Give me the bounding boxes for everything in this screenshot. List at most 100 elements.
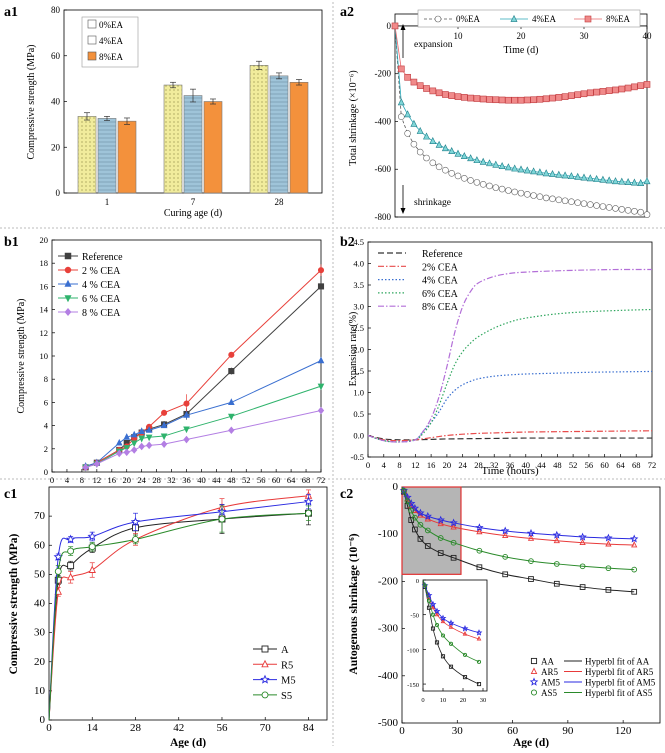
y-tick-label: -50 bbox=[410, 613, 419, 620]
x-tick-label: 24 bbox=[458, 460, 467, 470]
inset-point bbox=[476, 635, 482, 641]
legend-marker bbox=[64, 266, 72, 274]
data-point bbox=[429, 136, 437, 144]
data-point bbox=[631, 588, 638, 595]
data-point bbox=[423, 154, 430, 162]
data-point bbox=[450, 554, 457, 561]
data-point bbox=[442, 166, 449, 174]
x-tick-label: 20 bbox=[460, 697, 467, 704]
data-point bbox=[116, 449, 123, 458]
y-tick-label: 20 bbox=[34, 656, 46, 668]
data-point bbox=[492, 160, 500, 168]
legend: A R5 M5 S5 bbox=[253, 645, 296, 702]
bar bbox=[249, 65, 269, 194]
x-tick-label: 44 bbox=[537, 460, 546, 470]
data-point bbox=[605, 587, 612, 593]
bar bbox=[97, 118, 117, 194]
data-point bbox=[160, 433, 168, 441]
y-tick-label: 4.0 bbox=[353, 259, 364, 269]
data-point bbox=[505, 187, 512, 194]
data-point bbox=[67, 547, 75, 555]
data-point bbox=[410, 119, 418, 127]
data-point bbox=[574, 172, 582, 180]
y-axis-label: Compressive strength (MPa) bbox=[16, 299, 27, 414]
data-point bbox=[130, 430, 138, 438]
inset-point bbox=[434, 640, 440, 645]
series-4%EA bbox=[391, 21, 651, 186]
series-8%EA bbox=[391, 22, 651, 104]
data-point bbox=[605, 176, 613, 184]
data-point bbox=[502, 554, 509, 560]
y-tick-label: 50 bbox=[34, 568, 46, 580]
inset-point bbox=[448, 624, 454, 629]
data-point bbox=[66, 572, 75, 581]
x-tick-label: 1 bbox=[105, 197, 110, 207]
data-point bbox=[624, 84, 632, 92]
y-axis-label: Compressive strength (MPa) bbox=[26, 45, 37, 160]
y-tick-label: -500 bbox=[378, 717, 399, 729]
x-tick-label: 64 bbox=[616, 460, 625, 470]
y-tick-label: 3.0 bbox=[353, 302, 364, 312]
inset-point bbox=[461, 624, 469, 632]
y-tick-label: 14 bbox=[40, 305, 49, 315]
y-axis-label: Autogenous shrinkage (10⁻⁶) bbox=[348, 533, 360, 674]
y-tick-label: 40 bbox=[34, 598, 46, 610]
data-point bbox=[637, 208, 645, 216]
inset-point bbox=[426, 598, 432, 603]
legend: Reference 2% CEA 4% CEA 6% CEA 8% CEA bbox=[378, 249, 463, 313]
data-point bbox=[435, 163, 443, 171]
data-point bbox=[416, 82, 424, 89]
data-point bbox=[54, 568, 62, 575]
data-point bbox=[498, 162, 506, 170]
x-tick-label: 90 bbox=[562, 725, 574, 737]
legend-label: R5 bbox=[281, 660, 293, 671]
data-point bbox=[467, 94, 474, 102]
data-point bbox=[460, 175, 468, 182]
panel-label: c1 bbox=[4, 487, 17, 502]
data-point bbox=[579, 584, 586, 590]
legend-label: 0%EA bbox=[99, 20, 123, 30]
y-tick-label: 4.5 bbox=[353, 237, 364, 247]
data-point bbox=[65, 534, 76, 544]
x-tick-label: 68 bbox=[632, 460, 641, 470]
x-tick-label: 30 bbox=[452, 725, 464, 737]
x-tick-label: 0 bbox=[50, 475, 54, 485]
data-point bbox=[567, 172, 575, 180]
legend-marker bbox=[510, 14, 518, 22]
inset-point bbox=[430, 626, 436, 631]
y-tick-label: 4 bbox=[44, 421, 49, 431]
data-point bbox=[475, 523, 484, 532]
y-tick-label: 12 bbox=[40, 328, 49, 338]
annotations: expansion shrinkage bbox=[400, 24, 453, 214]
data-point bbox=[637, 179, 645, 186]
data-point bbox=[526, 528, 536, 537]
x-tick-label: 20 bbox=[122, 475, 131, 485]
plot-frame bbox=[401, 486, 661, 724]
y-tick-label: -100 bbox=[378, 528, 399, 540]
data-point bbox=[593, 174, 601, 182]
data-point bbox=[579, 538, 586, 546]
data-point bbox=[423, 85, 430, 92]
data-point bbox=[549, 195, 556, 203]
data-point bbox=[631, 207, 638, 215]
legend-label: 8%EA bbox=[99, 52, 123, 62]
x-tick-label: 8 bbox=[80, 475, 84, 485]
inset-point bbox=[439, 614, 447, 622]
data-point bbox=[476, 564, 483, 571]
legend-marker bbox=[260, 674, 270, 684]
data-point bbox=[138, 442, 145, 451]
inset-point bbox=[476, 659, 482, 664]
data-point bbox=[492, 184, 500, 191]
data-point bbox=[604, 533, 613, 542]
data-point bbox=[605, 540, 612, 547]
legend-marker bbox=[64, 252, 72, 260]
y-tick-label: 70 bbox=[34, 510, 46, 522]
data-point bbox=[218, 515, 226, 523]
x-tick-label: 4 bbox=[382, 460, 387, 470]
legend-box bbox=[417, 9, 641, 28]
data-point bbox=[417, 536, 424, 542]
y-axis-label: Compressive strength (MPa) bbox=[8, 533, 20, 674]
data-point bbox=[429, 87, 437, 95]
y-tick-label: 20 bbox=[40, 235, 49, 245]
y-tick-label: 3.5 bbox=[353, 280, 364, 290]
